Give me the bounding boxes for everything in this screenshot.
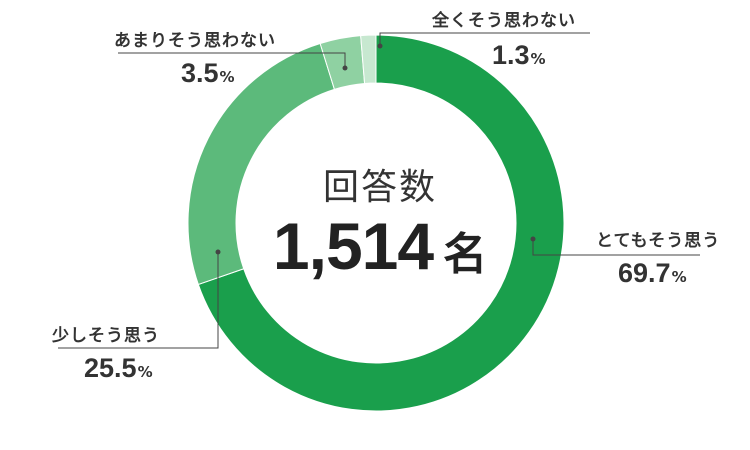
leader-line-very-much — [532, 239, 700, 256]
slice-label-not-at-all: 全くそう思わない — [432, 11, 576, 31]
slice-label-not-much: あまりそう思わない — [114, 31, 276, 51]
slice-value-number: 69.7 — [618, 258, 671, 288]
response-count: 1,514 名 — [240, 208, 520, 284]
response-count-unit: 名 — [443, 229, 488, 280]
leader-dot — [215, 249, 221, 255]
slice-value-number: 3.5 — [181, 58, 219, 88]
percent-sign: % — [671, 268, 687, 286]
slice-value-number: 1.3 — [492, 40, 530, 70]
leader-lines — [58, 32, 700, 349]
leader-dot — [377, 43, 383, 49]
leader-line-not-much — [118, 52, 346, 68]
leader-line-not-at-all — [379, 32, 590, 46]
percent-sign: % — [137, 363, 153, 381]
percent-sign: % — [219, 68, 235, 86]
response-count-number: 1,514 — [272, 209, 434, 283]
donut-slice-very-much — [197, 34, 565, 412]
slice-value-very-much: 69.7% — [618, 258, 687, 289]
slice-value-number: 25.5 — [84, 353, 137, 383]
slice-value-not-at-all: 1.3% — [492, 40, 546, 71]
slice-label-very-much: とてもそう思う — [596, 231, 721, 251]
slice-value-somewhat: 25.5% — [84, 353, 153, 384]
donut-slices — [187, 34, 565, 412]
donut-slice-not-at-all — [360, 34, 377, 85]
leader-dot — [342, 65, 348, 71]
slice-value-not-much: 3.5% — [181, 58, 235, 89]
percent-sign: % — [530, 50, 546, 68]
slice-label-somewhat: 少しそう思う — [52, 326, 160, 346]
center-title: 回答数 — [322, 167, 437, 208]
leader-line-somewhat — [58, 252, 219, 349]
leader-dot — [530, 236, 536, 242]
